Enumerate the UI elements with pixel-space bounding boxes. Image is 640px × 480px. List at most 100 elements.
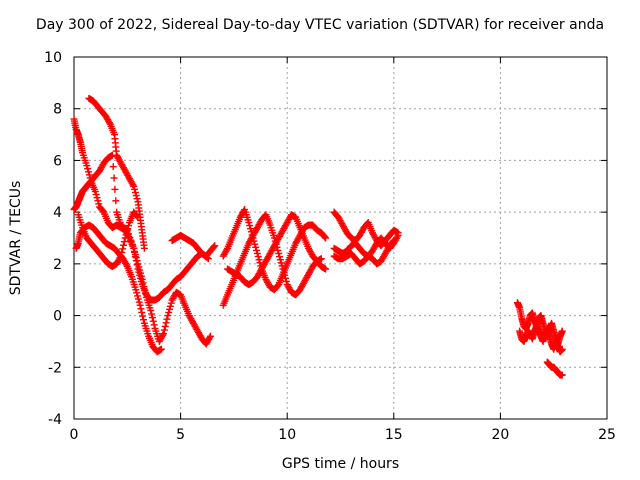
data-point — [139, 279, 147, 287]
y-tick-label: 0 — [53, 309, 62, 325]
data-point — [131, 188, 139, 196]
data-point — [137, 272, 145, 280]
data-point — [134, 213, 142, 221]
data-point — [123, 228, 131, 236]
data-point — [161, 322, 169, 330]
data-point — [390, 237, 398, 245]
data-point — [117, 252, 125, 260]
data-point — [394, 231, 402, 239]
data-point — [93, 194, 101, 202]
data-point — [119, 241, 127, 249]
data-point — [321, 233, 329, 241]
data-point — [223, 246, 231, 254]
data-point — [95, 200, 103, 208]
data-point — [84, 168, 92, 176]
data-point — [147, 306, 155, 314]
data-point — [83, 162, 91, 170]
axis-ticks: 0 5 10 15 20 25 -4 -2 0 2 4 6 8 10 — [44, 50, 616, 443]
data-point — [253, 250, 261, 258]
data-point — [255, 256, 263, 264]
data-point — [122, 261, 130, 269]
x-axis-label: GPS time / hours — [281, 456, 400, 472]
data-point — [277, 259, 285, 267]
data-point — [130, 244, 138, 252]
data-point — [132, 192, 140, 200]
data-point — [137, 269, 145, 277]
data-point — [84, 165, 92, 173]
data-point — [138, 308, 146, 316]
data-point — [132, 286, 140, 294]
data-point — [133, 195, 141, 203]
data-point — [162, 319, 170, 327]
data-point — [129, 181, 137, 189]
y-tick-label: 6 — [53, 153, 62, 169]
data-point — [135, 263, 143, 271]
data-point — [160, 330, 168, 338]
data-point — [167, 299, 175, 307]
data-point — [160, 326, 168, 334]
data-point — [247, 225, 255, 233]
data-point — [133, 257, 141, 265]
x-tick-label: 25 — [598, 427, 616, 443]
data-point — [85, 171, 93, 179]
data-point — [252, 243, 260, 251]
x-tick-label: 0 — [70, 427, 79, 443]
data-point — [94, 197, 102, 205]
data-point — [389, 238, 397, 246]
x-tick-label: 15 — [385, 427, 403, 443]
data-point — [105, 119, 113, 127]
data-point — [166, 305, 174, 313]
data-point — [148, 314, 156, 322]
data-point — [164, 312, 172, 320]
data-point — [163, 315, 171, 323]
data-point — [393, 233, 401, 241]
plot-frame — [73, 56, 608, 420]
data-point — [150, 321, 158, 329]
data-point — [120, 238, 128, 246]
data-point — [122, 231, 130, 239]
data-point — [276, 256, 284, 264]
data-point — [254, 253, 262, 261]
data-point — [252, 246, 260, 254]
data-point — [138, 275, 146, 283]
y-tick-label: 4 — [53, 205, 62, 221]
y-tick-label: -2 — [48, 360, 62, 376]
data-point — [86, 174, 94, 182]
data-point — [142, 290, 150, 298]
data-point — [109, 163, 117, 171]
x-tick-label: 5 — [176, 427, 185, 443]
data-point — [317, 255, 325, 263]
grid — [73, 56, 608, 420]
data-points — [70, 94, 566, 379]
data-point — [206, 332, 214, 340]
data-point — [275, 250, 283, 258]
data-point — [140, 316, 148, 324]
data-point — [558, 371, 566, 379]
data-point — [125, 222, 133, 230]
data-point — [322, 265, 330, 273]
data-point — [111, 185, 119, 193]
data-point — [251, 240, 259, 248]
data-point — [137, 305, 145, 313]
data-point — [134, 295, 142, 303]
data-point — [211, 242, 219, 250]
data-point — [136, 266, 144, 274]
data-point — [322, 234, 330, 242]
data-point — [278, 262, 286, 270]
data-point — [135, 298, 143, 306]
data-point — [206, 334, 214, 342]
data-point — [118, 248, 126, 256]
data-point — [166, 302, 174, 310]
data-point — [157, 345, 165, 353]
data-point — [139, 312, 147, 320]
data-point — [159, 331, 167, 339]
data-point — [165, 308, 173, 316]
data-point — [124, 225, 132, 233]
data-point — [276, 253, 284, 261]
data-point — [148, 310, 156, 318]
data-point — [141, 286, 149, 294]
data-point — [133, 212, 141, 220]
data-point — [140, 283, 148, 291]
data-point — [210, 243, 218, 251]
